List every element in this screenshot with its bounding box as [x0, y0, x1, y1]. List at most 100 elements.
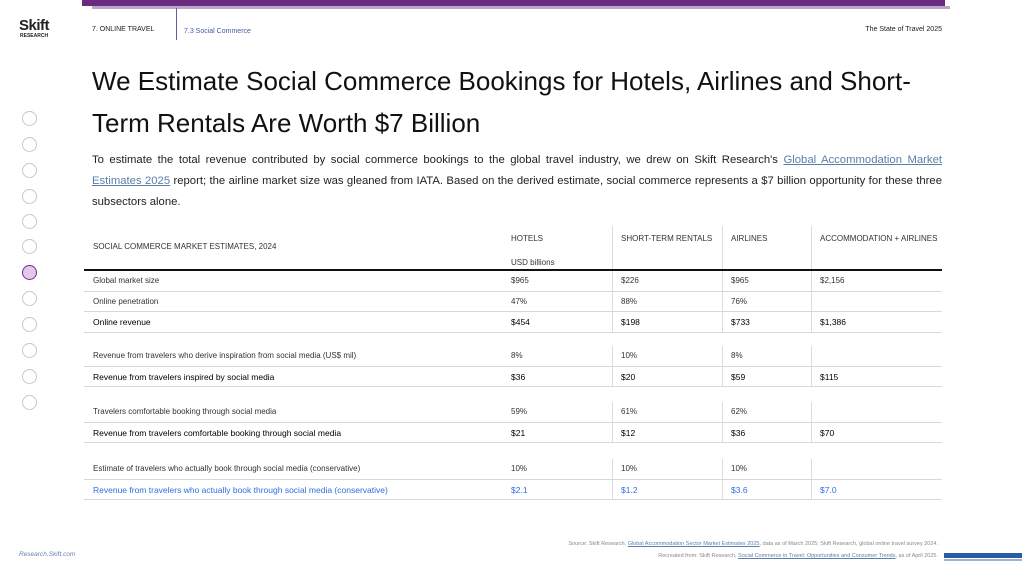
nav-icon[interactable] — [22, 111, 37, 126]
table-cell: $733 — [731, 317, 750, 327]
source-text: Recreated from: Skift Research, — [658, 553, 739, 559]
nav-icon[interactable] — [22, 239, 37, 254]
row-rule — [84, 421, 942, 423]
column-separator — [612, 402, 613, 443]
table-cell: $965 — [731, 276, 749, 285]
column-separator — [811, 346, 812, 387]
table-cell: $2,156 — [820, 276, 845, 285]
column-separator — [811, 271, 812, 333]
row-label: Online revenue — [93, 317, 151, 327]
footer-url: Research.Skift.com — [19, 551, 76, 558]
row-label: Revenue from travelers who actually book… — [93, 484, 388, 495]
row-label: Revenue from travelers comfortable booki… — [93, 427, 342, 438]
table-cell: $21 — [511, 427, 526, 438]
column-separator — [612, 459, 613, 500]
intro: To estimate the total revenue contribute… — [92, 150, 942, 213]
top-bar-shadow — [92, 6, 950, 9]
column-header: HOTELS — [511, 234, 544, 243]
row-label: Estimate of travelers who actually book … — [93, 464, 361, 473]
title: We Estimate Social Commerce Bookings for… — [92, 66, 911, 138]
column-separator — [722, 271, 723, 333]
table-cell: 10% — [621, 351, 638, 360]
column-separator — [811, 226, 812, 270]
intro-link[interactable]: Global Accommodation Market Estimates 20… — [92, 154, 942, 187]
top-bar — [82, 0, 945, 6]
nav-icon[interactable] — [22, 343, 37, 358]
column-separator — [612, 346, 613, 387]
row-rule — [84, 365, 942, 367]
intro-text: report; the airline market size was glea… — [92, 175, 942, 208]
row-rule — [84, 386, 942, 387]
nav-icon[interactable] — [22, 137, 37, 152]
logo-sub: RESEARCH — [20, 33, 49, 39]
row-label: Revenue from travelers inspired by socia… — [93, 371, 275, 382]
table-caption: SOCIAL COMMERCE MARKET ESTIMATES, 2024 — [93, 242, 277, 251]
source-link[interactable]: Social Commerce in Travel: Opportunities… — [738, 553, 896, 559]
table-cell: $70 — [820, 427, 835, 438]
unit-label: USD billions — [511, 258, 555, 267]
source-text: , as of April 2025. — [895, 553, 939, 559]
breadcrumb-section: 7. ONLINE TRAVEL — [92, 26, 155, 33]
row-label: Global market size — [93, 276, 160, 285]
source-text: , data as of March 2025; Skift Research,… — [759, 541, 938, 547]
breadcrumb-subsection: 7.3 Social Commerce — [184, 28, 251, 35]
column-separator — [722, 402, 723, 443]
table-cell: $20 — [621, 371, 636, 382]
table-cell: 62% — [731, 407, 748, 416]
row-label: Online penetration — [93, 296, 159, 306]
table-cell: 10% — [511, 464, 528, 473]
table-cell: $198 — [621, 317, 640, 327]
table-cell: $226 — [621, 276, 639, 285]
column-separator — [722, 346, 723, 387]
table-cell: $36 — [731, 427, 746, 438]
table-cell: 8% — [731, 351, 743, 360]
nav-icon[interactable] — [22, 369, 37, 384]
row-rule — [84, 442, 942, 443]
table-cell: $1,386 — [820, 317, 846, 327]
row-rule — [84, 311, 942, 312]
table-cell: 10% — [621, 464, 638, 473]
table-cell: $36 — [511, 371, 526, 382]
table-cell: $1.2 — [621, 484, 638, 495]
column-separator — [612, 226, 613, 270]
intro-text: To estimate the total revenue contribute… — [92, 154, 784, 166]
row-label: Revenue from travelers who derive inspir… — [93, 351, 357, 360]
table-cell: 8% — [511, 351, 523, 360]
column-header: ACCOMMODATION + AIRLINES — [820, 234, 938, 243]
table-cell: 59% — [511, 407, 528, 416]
table-cell: $115 — [820, 371, 839, 382]
row-rule — [84, 290, 942, 292]
table-cell: $59 — [731, 371, 746, 382]
nav-icon[interactable] — [22, 214, 37, 229]
table-cell: 47% — [511, 296, 528, 306]
nav-icon[interactable] — [22, 163, 37, 178]
source-text: Source: Skift Research, — [568, 541, 628, 547]
header-rule — [84, 269, 942, 271]
report-name: The State of Travel 2025 — [865, 26, 942, 33]
column-separator — [722, 459, 723, 500]
column-separator — [722, 226, 723, 270]
row-rule — [84, 478, 942, 480]
table-cell: $7.0 — [820, 484, 837, 495]
column-separator — [811, 402, 812, 443]
nav-icon[interactable] — [22, 291, 37, 306]
row-label: Travelers comfortable booking through so… — [93, 407, 277, 416]
nav-icon[interactable] — [22, 317, 37, 332]
table-cell: 76% — [731, 296, 748, 306]
table-cell: 10% — [731, 464, 748, 473]
footer-bar — [944, 553, 1022, 558]
column-separator — [612, 271, 613, 333]
table-cell: $3.6 — [731, 484, 748, 495]
table-cell: 88% — [621, 296, 638, 306]
nav-icon[interactable] — [22, 189, 37, 204]
divider — [176, 8, 177, 40]
nav-icon[interactable] — [22, 265, 37, 280]
nav-icon[interactable] — [22, 395, 37, 410]
column-header: SHORT-TERM RENTALS — [621, 234, 713, 243]
table-cell: $12 — [621, 427, 636, 438]
table-cell: $454 — [511, 317, 530, 327]
source-link[interactable]: Global Accommodation Sector Market Estim… — [627, 541, 760, 547]
table-cell: $965 — [511, 276, 529, 285]
source-line: Source: Skift Research, Global Accommoda… — [568, 541, 938, 547]
